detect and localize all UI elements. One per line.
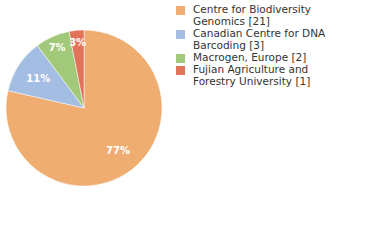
html-text:Canadian Centre for DNA Barcod: Canadian Centre for DNA Barcoding [3] (193, 27, 326, 51)
html-text:Fujian Agriculture and Forestr: Fujian Agriculture and Forestry Universi… (193, 63, 311, 87)
html-text:Centre for Biodiversity Genomi: Centre for Biodiversity Genomics [21] (193, 3, 312, 27)
svg-text:11%: 11% (26, 73, 50, 84)
svg-text:7%: 7% (49, 42, 66, 53)
svg-text:77%: 77% (106, 145, 130, 156)
html-text:Macrogen, Europe [2]: Macrogen, Europe [2] (193, 51, 307, 63)
svg-text:3%: 3% (69, 37, 86, 48)
